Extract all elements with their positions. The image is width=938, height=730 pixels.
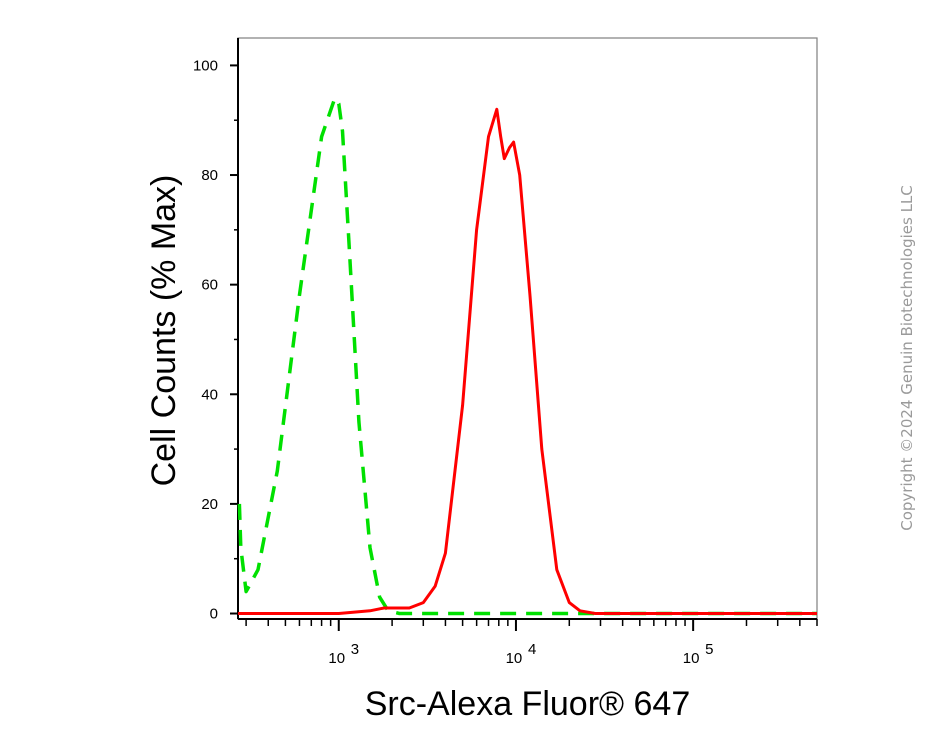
x-tick-label-exponent: 5: [705, 641, 713, 658]
series-line-red-solid: [238, 107, 817, 615]
y-tick-label: 100: [193, 57, 218, 74]
copyright-watermark: Copyright ©2024 Genuin Biotechnologies L…: [898, 185, 916, 531]
plot-frame: [237, 37, 818, 620]
y-tick-label: 0: [210, 606, 218, 623]
x-axis: 10 3 10 4 10 5: [245, 619, 818, 667]
x-tick-label-base: 10: [683, 650, 700, 667]
y-axis: 0 20 40 60 80 100: [193, 57, 238, 623]
plot-border: [237, 37, 818, 620]
y-tick-label: 40: [201, 386, 218, 403]
y-axis-label: Cell Counts (% Max): [145, 175, 183, 487]
x-tick-label-exponent: 3: [351, 641, 359, 658]
x-tick-label-base: 10: [328, 650, 345, 667]
x-tick-label-exponent: 4: [528, 641, 536, 658]
x-tick-label-base: 10: [506, 650, 523, 667]
y-tick-label: 80: [201, 167, 218, 184]
x-axis-label: Src-Alexa Fluor® 647: [365, 685, 691, 723]
series-line-green-dashed: [237, 96, 817, 616]
x-tick-label: 10 4: [506, 641, 537, 667]
x-tick-label: 10 5: [683, 641, 714, 667]
series-layer: [237, 96, 817, 616]
y-tick-label: 60: [201, 277, 218, 294]
y-tick-label: 20: [201, 496, 218, 513]
x-tick-label: 10 3: [328, 641, 359, 667]
